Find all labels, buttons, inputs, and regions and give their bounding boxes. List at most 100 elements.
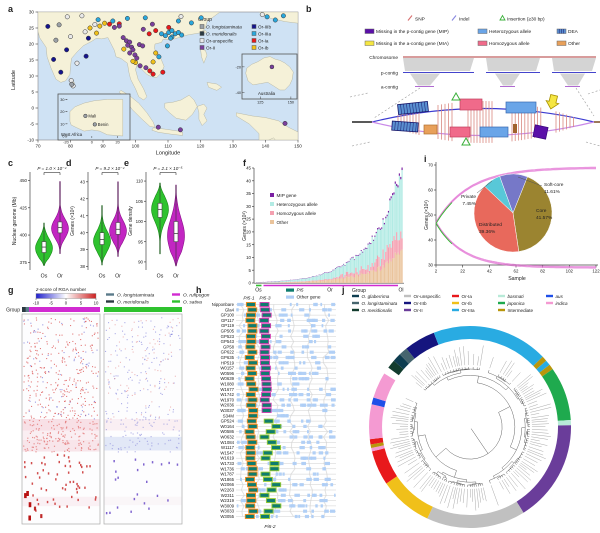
- bar-segment: [379, 228, 381, 230]
- heatmap-cell: [88, 404, 90, 406]
- other-gene-box: [237, 408, 240, 413]
- heatmap-cell: [54, 502, 56, 505]
- bar-segment: [386, 214, 388, 217]
- heatmap-cell: [80, 449, 82, 451]
- tree-branch: [522, 402, 525, 404]
- heatmap-cell: [117, 375, 119, 377]
- bar-segment: [353, 260, 356, 274]
- heatmap-cell: [143, 463, 145, 466]
- sample-point: [147, 68, 153, 74]
- x-tick-label: 130: [229, 144, 237, 149]
- tree-branch: [518, 458, 521, 461]
- legend-label: O. meridionalis: [206, 31, 237, 36]
- group-color-bar: [22, 307, 26, 312]
- bar-segment: [392, 240, 394, 259]
- heatmap-cell: [134, 392, 136, 394]
- other-gene-box: [307, 493, 310, 497]
- other-gene-box: [256, 488, 261, 492]
- bar-segment: [313, 281, 315, 284]
- other-gene-box: [331, 435, 336, 439]
- panel-label-j: j: [341, 285, 345, 295]
- bar-segment: [360, 250, 362, 251]
- bar-segment: [375, 271, 377, 284]
- sample-point: [264, 14, 270, 20]
- heatmap-cell: [129, 359, 131, 361]
- group-color-bar: [29, 307, 100, 312]
- heatmap-cell: [42, 332, 44, 334]
- accession-label: W1787: [220, 472, 234, 477]
- panel-label-f: f: [243, 158, 247, 168]
- heatmap-cell: [29, 355, 31, 357]
- heatmap-cell: [64, 394, 66, 396]
- x-tick-label: 122: [592, 269, 600, 274]
- heatmap-cell: [172, 319, 174, 321]
- pi5-1-gene: [246, 339, 257, 345]
- other-gene-box: [299, 446, 305, 450]
- bar-segment: [371, 235, 373, 237]
- x-tick-label: 150: [294, 144, 302, 149]
- bar-segment: [332, 278, 334, 280]
- heatmap-cell: [35, 435, 37, 437]
- heatmap-cell: [168, 382, 170, 384]
- other-gene-box: [278, 313, 284, 317]
- other-gene-box: [290, 350, 294, 354]
- pi5-1-gene: [247, 471, 258, 477]
- bar-segment: [397, 185, 399, 188]
- accession-label: W1736: [220, 466, 234, 471]
- other-gene-box: [305, 504, 308, 508]
- heatmap-cell: [61, 334, 63, 336]
- heatmap-cell: [77, 380, 79, 382]
- heatmap-cell: [72, 333, 74, 335]
- heatmap-cell: [83, 427, 85, 429]
- heatmap-cell: [160, 361, 162, 363]
- heatmap-cell: [148, 405, 150, 407]
- inset-tick: 150: [288, 101, 294, 105]
- heatmap-cell: [62, 409, 64, 411]
- heatmap-cell: [136, 424, 138, 426]
- heatmap-cell: [49, 440, 51, 442]
- pie-label: Core: [536, 208, 547, 214]
- bar-segment: [336, 267, 338, 268]
- line: [397, 121, 399, 131]
- heatmap-cell: [54, 319, 56, 321]
- pie-slice-core: [512, 176, 553, 252]
- tree-branch: [514, 389, 517, 391]
- heatmap-cell: [136, 422, 138, 424]
- bar-segment: [334, 268, 337, 278]
- tip-label-mark: [531, 415, 549, 419]
- ring-segment: [369, 404, 385, 440]
- bar-segment: [318, 274, 320, 280]
- tree-branch: [428, 468, 431, 472]
- y-tick-label: 0: [249, 281, 252, 286]
- tree-branch: [524, 445, 527, 447]
- heatmap-cell: [166, 423, 168, 425]
- pi5-3-gene: [259, 397, 270, 403]
- pi5-3-gene: [261, 392, 272, 398]
- other-gene-box: [282, 313, 288, 317]
- heatmap-cell: [97, 337, 99, 339]
- j-legend-label: Or-IIIb: [414, 301, 427, 306]
- heatmap-cell: [27, 375, 29, 377]
- f-legend-label: Heterozygous allele: [277, 202, 319, 207]
- heatmap-cell: [24, 461, 26, 464]
- tip-label-mark: [489, 357, 494, 369]
- heatmap-cell: [88, 320, 90, 322]
- accession-label: W1742: [220, 392, 234, 397]
- other-gene-box: [237, 461, 242, 466]
- bar-segment: [364, 274, 366, 284]
- heatmap-cell: [36, 342, 38, 344]
- other-gene-box: [304, 345, 308, 349]
- bar-segment: [319, 275, 322, 281]
- heatmap-cell: [75, 347, 77, 349]
- tip-label-mark: [499, 481, 504, 490]
- heatmap-cell: [151, 361, 153, 363]
- other-gene-box: [324, 477, 330, 481]
- insertion-triangle: [451, 91, 461, 101]
- bar-segment: [337, 266, 339, 278]
- tree-branch: [516, 461, 518, 464]
- heatmap-cell: [84, 392, 86, 394]
- tree-branch: [497, 374, 500, 377]
- bar-segment: [400, 176, 402, 180]
- heatmap-cell: [76, 369, 78, 371]
- category-label: Or: [173, 274, 179, 280]
